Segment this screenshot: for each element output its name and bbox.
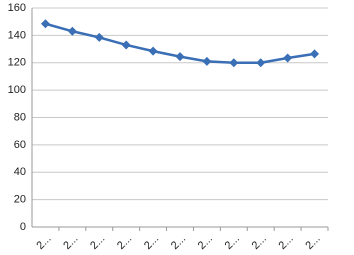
y-tick-label: 20 [14,194,26,206]
x-tick-label: 2... [303,233,322,250]
y-tick-label: 140 [8,29,26,41]
marker [310,49,320,59]
x-tick-label: 2... [61,233,80,250]
marker [40,19,50,29]
x-tick-label: 2... [196,233,215,250]
x-tick-label: 2... [277,233,296,250]
y-tick-label: 100 [8,84,26,96]
x-tick-label: 2... [142,233,161,250]
marker [202,56,212,66]
marker [175,52,185,62]
x-tick-label: 2... [88,233,107,250]
y-tick-label: 0 [20,221,26,233]
marker [67,26,77,36]
marker [121,40,131,50]
marker [148,46,158,56]
y-tick-label: 80 [14,111,26,123]
y-tick-label: 40 [14,166,26,178]
x-tick-label: 2... [115,233,134,250]
y-tick-label: 120 [8,57,26,69]
x-tick-label: 2... [250,233,269,250]
x-tick-label: 2... [34,233,53,250]
marker [94,32,104,42]
marker [256,58,266,68]
x-tick-label: 2... [169,233,188,250]
marker [283,53,293,63]
x-tick-label: 2... [223,233,242,250]
y-tick-label: 60 [14,139,26,151]
y-tick-label: 160 [8,2,26,14]
marker [229,58,239,68]
